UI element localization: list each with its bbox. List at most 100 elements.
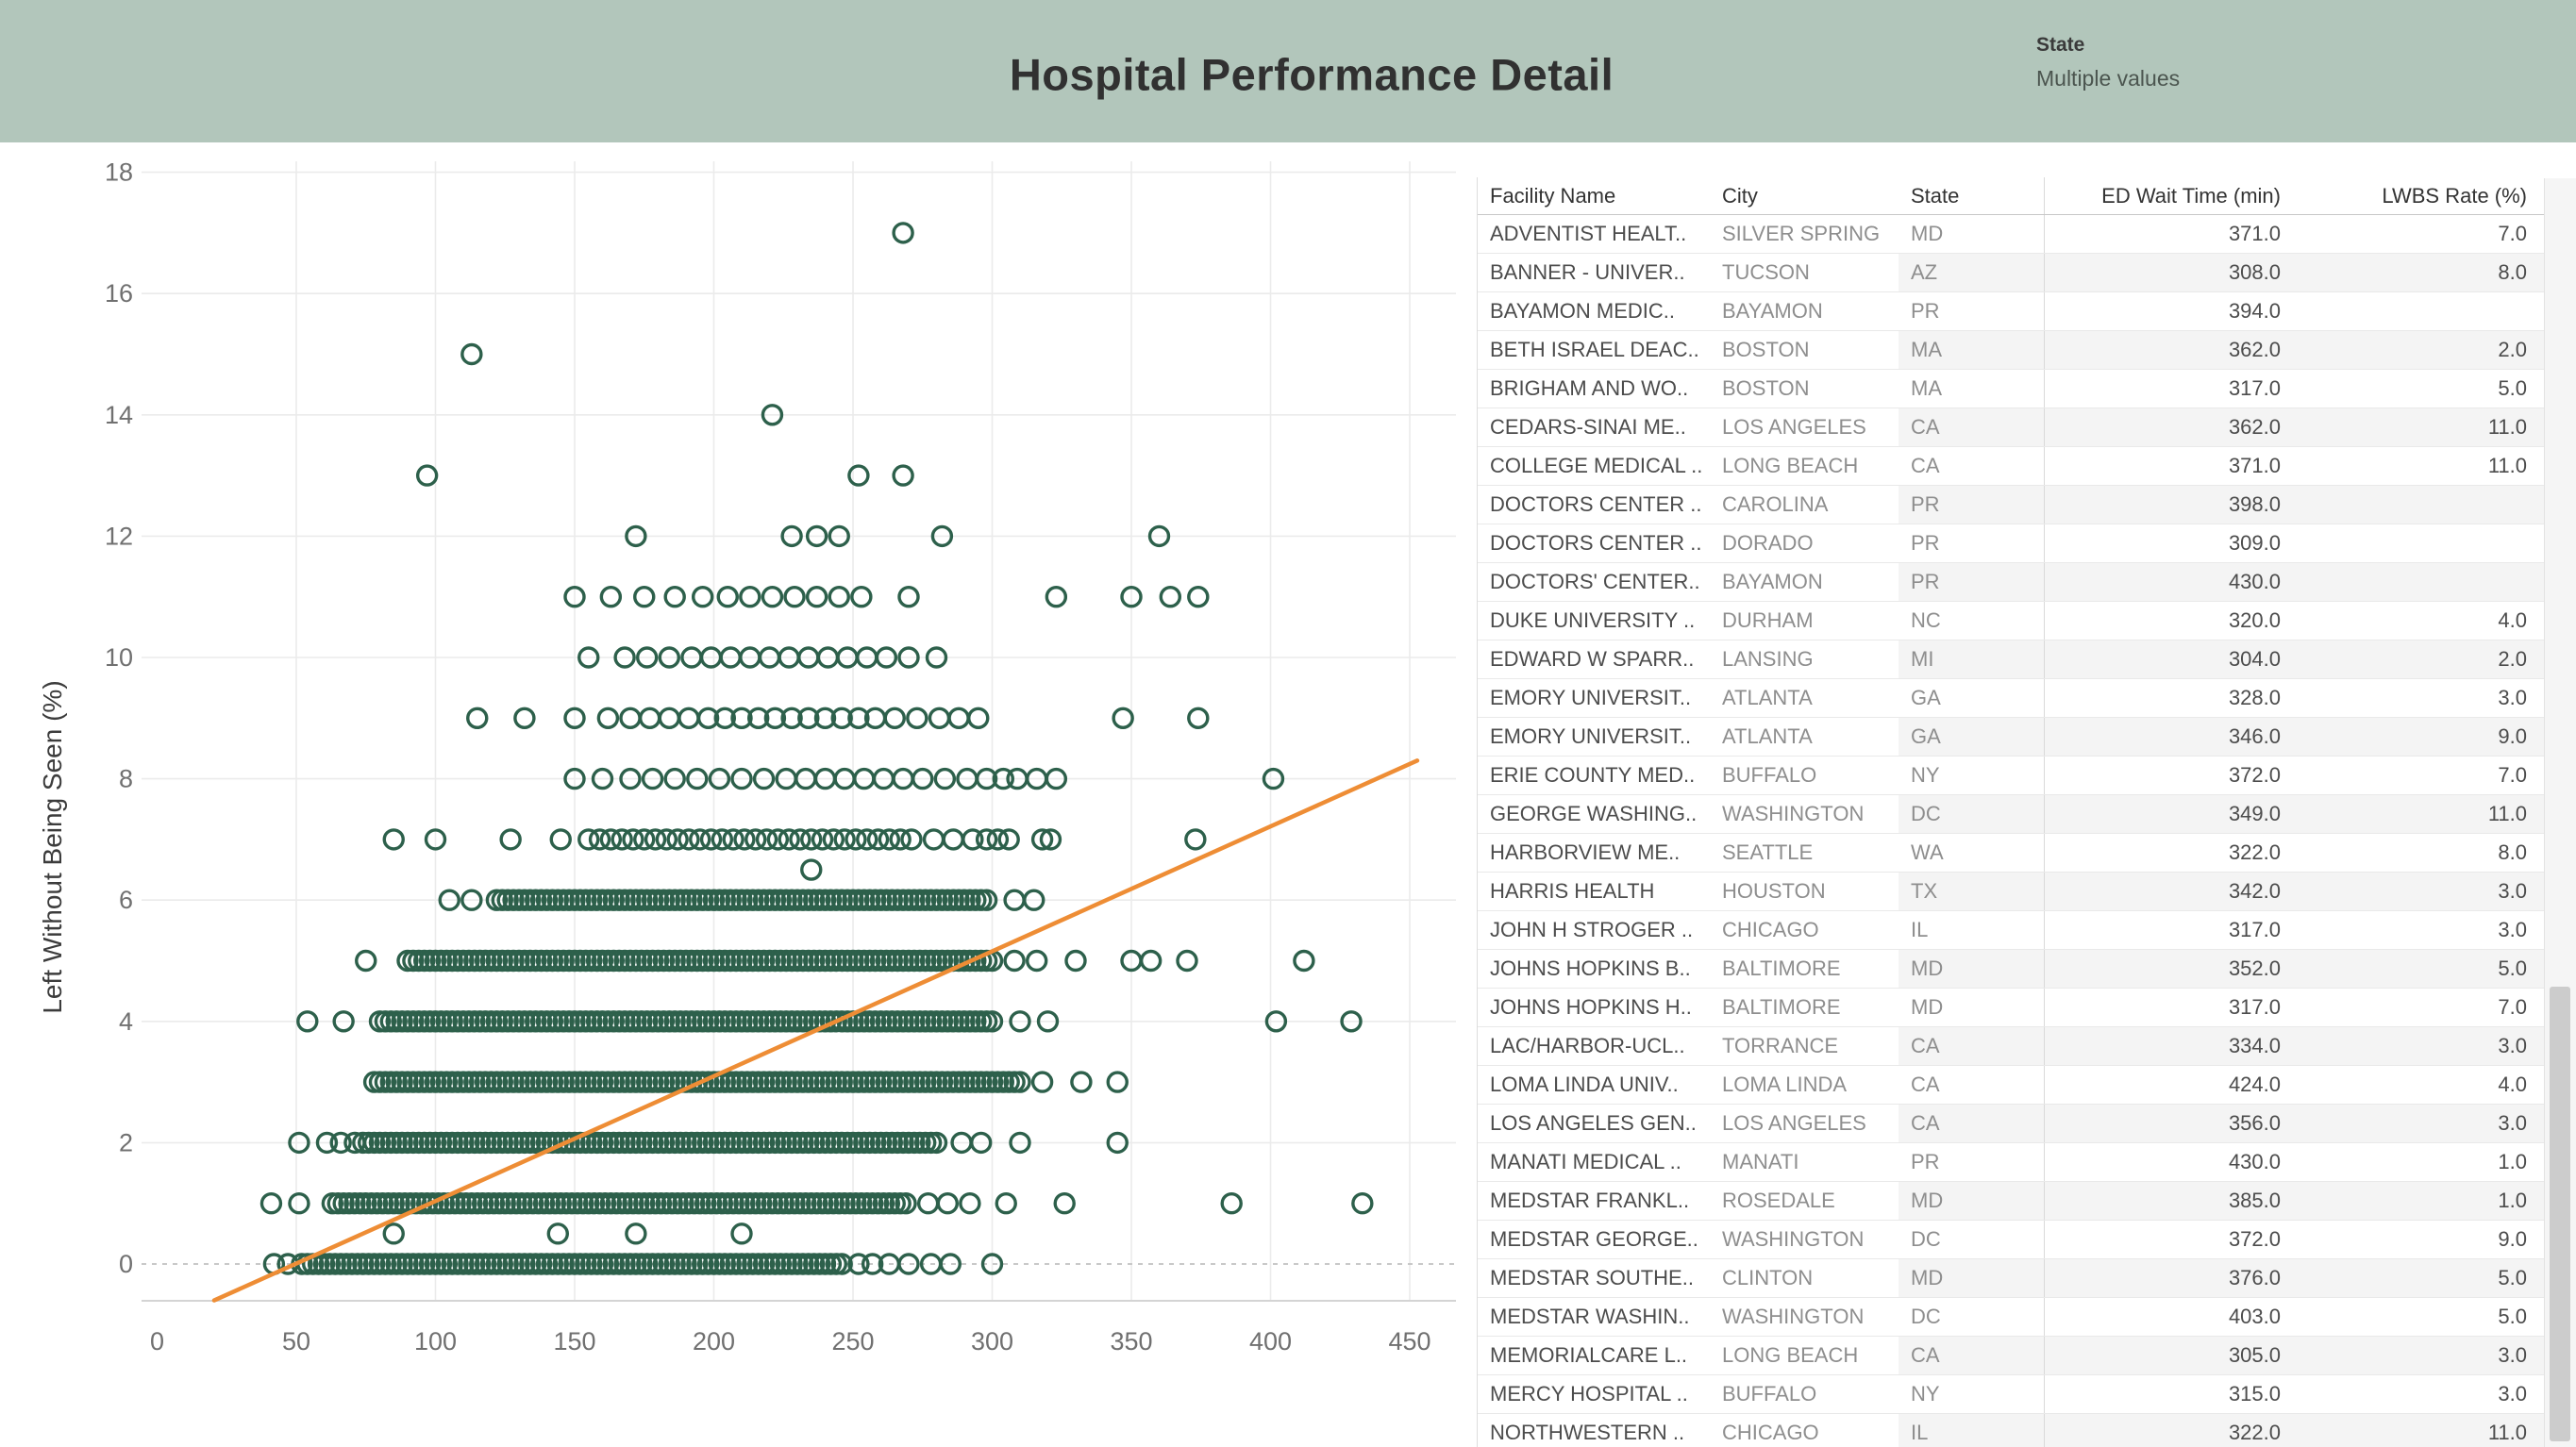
scatter-point[interactable] xyxy=(967,707,990,729)
scatter-point[interactable] xyxy=(730,767,753,790)
scatter-point[interactable] xyxy=(811,828,834,851)
scatter-point[interactable] xyxy=(800,858,823,881)
scatter-point[interactable] xyxy=(733,828,756,851)
scatter-point[interactable] xyxy=(975,889,998,911)
scatter-point[interactable] xyxy=(925,1131,948,1155)
scatter-point[interactable] xyxy=(783,586,806,608)
scatter-point[interactable] xyxy=(689,828,711,851)
scatter-point[interactable] xyxy=(828,524,850,548)
scatter-point[interactable] xyxy=(761,586,784,608)
table-row[interactable]: MEDSTAR FRANKL.. ROSEDALE MD 385.0 1.0 xyxy=(1478,1182,2545,1221)
table-row[interactable]: ADVENTIST HEALT.. SILVER SPRING MD 371.0 7.0 xyxy=(1478,215,2545,254)
scatter-point[interactable] xyxy=(596,707,620,729)
table-row[interactable]: JOHNS HOPKINS H.. BALTIMORE MD 317.0 7.0 xyxy=(1478,989,2545,1027)
scatter-point[interactable] xyxy=(329,1131,352,1155)
scatter-point[interactable] xyxy=(1147,524,1171,548)
scatter-point[interactable] xyxy=(866,828,890,851)
scatter-point[interactable] xyxy=(1187,707,1210,729)
scatter-point[interactable] xyxy=(752,767,776,790)
scatter-point[interactable] xyxy=(563,707,586,729)
scatter-point[interactable] xyxy=(296,1010,319,1033)
scatter-point[interactable] xyxy=(1045,767,1068,790)
scatter-point[interactable] xyxy=(1009,1010,1031,1033)
table-row[interactable]: MEDSTAR SOUTHE.. CLINTON MD 376.0 5.0 xyxy=(1478,1259,2545,1298)
scatter-point[interactable] xyxy=(942,828,964,851)
scatter-point[interactable] xyxy=(1351,1191,1374,1215)
scatter-point[interactable] xyxy=(892,222,914,244)
table-row[interactable]: MERCY HOSPITAL .. BUFFALO NY 315.0 3.0 xyxy=(1478,1375,2545,1414)
scatter-point[interactable] xyxy=(916,1191,940,1215)
scatter-point[interactable] xyxy=(722,828,744,851)
table-row[interactable]: BETH ISRAEL DEAC.. BOSTON MA 362.0 2.0 xyxy=(1478,331,2545,370)
scatter-point[interactable] xyxy=(830,1253,853,1275)
scatter-point[interactable] xyxy=(878,828,901,851)
scatter-point[interactable] xyxy=(613,646,636,669)
scatter-point[interactable] xyxy=(856,828,878,851)
column-header-facility-name[interactable]: Facility Name xyxy=(1490,183,1616,208)
scatter-point[interactable] xyxy=(696,707,720,729)
scatter-point[interactable] xyxy=(460,342,483,366)
scatter-point[interactable] xyxy=(619,707,642,729)
scatter-point[interactable] xyxy=(763,707,787,729)
table-row[interactable]: NORTHWESTERN .. CHICAGO IL 322.0 11.0 xyxy=(1478,1414,2545,1447)
scatter-point[interactable] xyxy=(438,889,460,911)
scatter-point[interactable] xyxy=(930,524,954,548)
table-row[interactable]: EDWARD W SPARR.. LANSING MI 304.0 2.0 xyxy=(1478,640,2545,679)
table-row[interactable]: DOCTORS CENTER .. DORADO PR 309.0 xyxy=(1478,524,2545,563)
scatter-point[interactable] xyxy=(997,828,1020,851)
scatter-point[interactable] xyxy=(633,828,656,851)
table-row[interactable]: EMORY UNIVERSIT.. ATLANTA GA 328.0 3.0 xyxy=(1478,679,2545,718)
scatter-point[interactable] xyxy=(936,1191,959,1215)
table-row[interactable]: LOS ANGELES GEN.. LOS ANGELES CA 356.0 3.0 xyxy=(1478,1105,2545,1143)
scatter-point[interactable] xyxy=(599,828,623,851)
table-row[interactable]: LOMA LINDA UNIV.. LOMA LINDA CA 424.0 4.0 xyxy=(1478,1066,2545,1105)
scatter-point[interactable] xyxy=(833,828,856,851)
scatter-point[interactable] xyxy=(546,1222,569,1245)
scatter-point[interactable] xyxy=(259,1191,283,1215)
scatter-point[interactable] xyxy=(563,767,586,790)
scatter-point[interactable] xyxy=(1009,1071,1031,1093)
scatter-point[interactable] xyxy=(655,828,678,851)
table-row[interactable]: GEORGE WASHING.. WASHINGTON DC 349.0 11.0 xyxy=(1478,795,2545,834)
scatter-point[interactable] xyxy=(1106,1071,1129,1093)
scatter-point[interactable] xyxy=(288,1191,310,1215)
table-row[interactable]: EMORY UNIVERSIT.. ATLANTA GA 346.0 9.0 xyxy=(1478,718,2545,757)
scatter-point[interactable] xyxy=(744,828,767,851)
scatter-point[interactable] xyxy=(658,646,680,669)
scatter-point[interactable] xyxy=(1070,1071,1093,1093)
scatter-point[interactable] xyxy=(1139,949,1163,973)
scatter-point[interactable] xyxy=(906,707,928,729)
scatter-point[interactable] xyxy=(1036,1010,1060,1033)
scatter-point[interactable] xyxy=(897,586,920,608)
scatter-point[interactable] xyxy=(415,464,439,487)
scatter-point[interactable] xyxy=(699,828,723,851)
scatter-point[interactable] xyxy=(716,586,739,608)
scatter-point[interactable] xyxy=(633,586,656,608)
scatter-point[interactable] xyxy=(382,828,405,851)
scatter-point[interactable] xyxy=(847,1253,870,1275)
table-row[interactable]: LAC/HARBOR-UCL.. TORRANCE CA 334.0 3.0 xyxy=(1478,1027,2545,1066)
scatter-point[interactable] xyxy=(1039,828,1062,851)
scatter-point[interactable] xyxy=(755,828,778,851)
scatter-point[interactable] xyxy=(1187,586,1210,608)
scatter-point[interactable] xyxy=(778,828,800,851)
state-filter[interactable]: State Multiple values xyxy=(2036,34,2180,91)
scatter-point[interactable] xyxy=(922,828,945,851)
scatter-point[interactable] xyxy=(747,707,770,729)
scatter-point[interactable] xyxy=(969,1131,993,1155)
scatter-point[interactable] xyxy=(1120,586,1143,608)
scatter-point[interactable] xyxy=(599,586,623,608)
scatter-point[interactable] xyxy=(830,707,853,729)
scatter-point[interactable] xyxy=(875,646,898,669)
column-header-ed-wait-time-min[interactable]: ED Wait Time (min) xyxy=(2044,177,2289,214)
scatter-point[interactable] xyxy=(677,828,700,851)
scatter-point[interactable] xyxy=(644,828,667,851)
scatter-point[interactable] xyxy=(1112,707,1134,729)
scatter-point[interactable] xyxy=(382,1222,405,1245)
scatter-point[interactable] xyxy=(1220,1191,1243,1215)
scatter-point[interactable] xyxy=(1023,889,1045,911)
scatter-point[interactable] xyxy=(797,707,820,729)
scatter-point[interactable] xyxy=(895,1191,917,1215)
scatter-point[interactable] xyxy=(577,646,600,669)
table-row[interactable]: DOCTORS CENTER .. CAROLINA PR 398.0 xyxy=(1478,486,2545,524)
